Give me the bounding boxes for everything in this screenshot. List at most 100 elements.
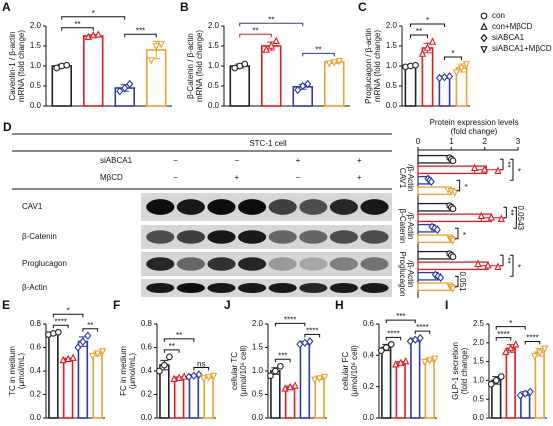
panel-label: C bbox=[358, 0, 367, 14]
condition-mark: − bbox=[173, 156, 178, 165]
point bbox=[462, 61, 471, 69]
y-axis-title: (μmol/mL) bbox=[128, 353, 137, 390]
significance-label: ** bbox=[503, 257, 512, 263]
blot-band bbox=[360, 257, 389, 271]
blot-band bbox=[268, 257, 297, 271]
point bbox=[84, 32, 92, 40]
y-tick-label: 0.4 bbox=[363, 350, 375, 359]
y-axis-title: mRNA (fold change) bbox=[195, 30, 204, 102]
blot-band bbox=[360, 282, 389, 294]
y-axis-title: cellular FC bbox=[341, 352, 350, 390]
y-axis-title: β-Catenin / β-actin bbox=[186, 33, 195, 99]
significance-label: ** bbox=[169, 342, 175, 351]
point bbox=[480, 33, 488, 43]
point bbox=[392, 360, 400, 368]
point bbox=[494, 262, 502, 271]
condition-mark: − bbox=[234, 156, 239, 165]
point bbox=[63, 61, 71, 69]
significance-bracket bbox=[302, 52, 335, 57]
point bbox=[304, 79, 312, 89]
point bbox=[267, 41, 275, 49]
protein-label: β-Actin bbox=[22, 283, 47, 292]
y-tick-label: 1.5 bbox=[252, 343, 264, 352]
bar bbox=[83, 35, 104, 107]
point bbox=[69, 353, 77, 361]
bar bbox=[260, 45, 282, 107]
significance-bracket bbox=[163, 338, 195, 342]
y-tick-label: 1.0 bbox=[30, 61, 42, 70]
point bbox=[55, 328, 62, 336]
point bbox=[449, 237, 457, 245]
point bbox=[494, 166, 502, 175]
blot-band bbox=[176, 199, 205, 215]
chart-title: (fold change) bbox=[451, 127, 498, 136]
y-tick-label: 0.5 bbox=[473, 394, 485, 403]
bar bbox=[229, 65, 251, 107]
panel-label: E bbox=[2, 298, 10, 312]
condition-label: siABCA1 bbox=[100, 156, 133, 165]
blot-band bbox=[299, 282, 328, 294]
point bbox=[161, 361, 168, 369]
point bbox=[433, 225, 441, 234]
significance-bracket bbox=[495, 337, 512, 341]
y-tick-label: 0.0 bbox=[386, 101, 398, 110]
significance-bracket bbox=[193, 367, 210, 371]
point bbox=[98, 348, 107, 356]
y-tick-label: 1.0 bbox=[473, 376, 485, 385]
blot-band bbox=[146, 282, 175, 294]
point bbox=[267, 372, 274, 380]
significance-bracket bbox=[52, 313, 84, 318]
point bbox=[89, 31, 97, 39]
blot-band bbox=[207, 282, 236, 294]
significance-label: * bbox=[458, 232, 467, 235]
significance-label: **** bbox=[306, 326, 318, 335]
blot-band bbox=[238, 199, 267, 215]
significance-label: ** bbox=[268, 15, 274, 24]
significance-label: * bbox=[451, 49, 454, 58]
panel-label: F bbox=[113, 298, 120, 312]
point bbox=[262, 45, 270, 53]
point bbox=[470, 163, 479, 172]
y-tick-label: 1.0 bbox=[386, 61, 398, 70]
blot-band bbox=[299, 257, 328, 271]
point bbox=[241, 60, 249, 68]
x-tick-label: 0 bbox=[416, 137, 421, 146]
point bbox=[457, 65, 466, 73]
significance-label: **** bbox=[526, 334, 538, 343]
point bbox=[94, 30, 102, 38]
y-tick-label: 1.5 bbox=[386, 41, 398, 50]
bar bbox=[314, 377, 325, 419]
blot-band bbox=[207, 257, 236, 271]
point bbox=[428, 37, 437, 45]
condition-mark: + bbox=[296, 156, 301, 165]
significance-label: * bbox=[513, 168, 522, 171]
point bbox=[541, 345, 549, 354]
y-tick-label: 2.0 bbox=[252, 319, 264, 328]
point bbox=[402, 357, 410, 365]
condition-label: MβCD bbox=[100, 173, 123, 182]
blot-band bbox=[329, 230, 358, 244]
point bbox=[516, 391, 524, 400]
bar bbox=[77, 340, 89, 419]
protein-label: CAV1 bbox=[22, 202, 43, 211]
bar bbox=[381, 346, 392, 419]
point bbox=[291, 381, 299, 389]
point bbox=[480, 165, 489, 173]
x-tick-label: 3 bbox=[516, 137, 521, 146]
y-axis-title: Proglucagon / β-actin bbox=[364, 28, 373, 104]
bar bbox=[424, 359, 435, 419]
significance-bracket bbox=[410, 34, 428, 38]
panel-label: J bbox=[224, 298, 231, 312]
point bbox=[286, 382, 294, 391]
point bbox=[487, 380, 495, 388]
bar bbox=[505, 347, 516, 419]
point bbox=[175, 373, 183, 381]
significance-label: * bbox=[426, 16, 429, 25]
y-tick-label: 0.4 bbox=[30, 366, 42, 375]
protein-label: Proglucagon bbox=[22, 259, 67, 268]
blot-band bbox=[176, 282, 205, 294]
blot-strip bbox=[141, 279, 392, 297]
group-label: /β-Actin bbox=[406, 212, 415, 239]
significance-bracket bbox=[513, 206, 517, 229]
y-tick-label: 0.0 bbox=[30, 101, 42, 110]
